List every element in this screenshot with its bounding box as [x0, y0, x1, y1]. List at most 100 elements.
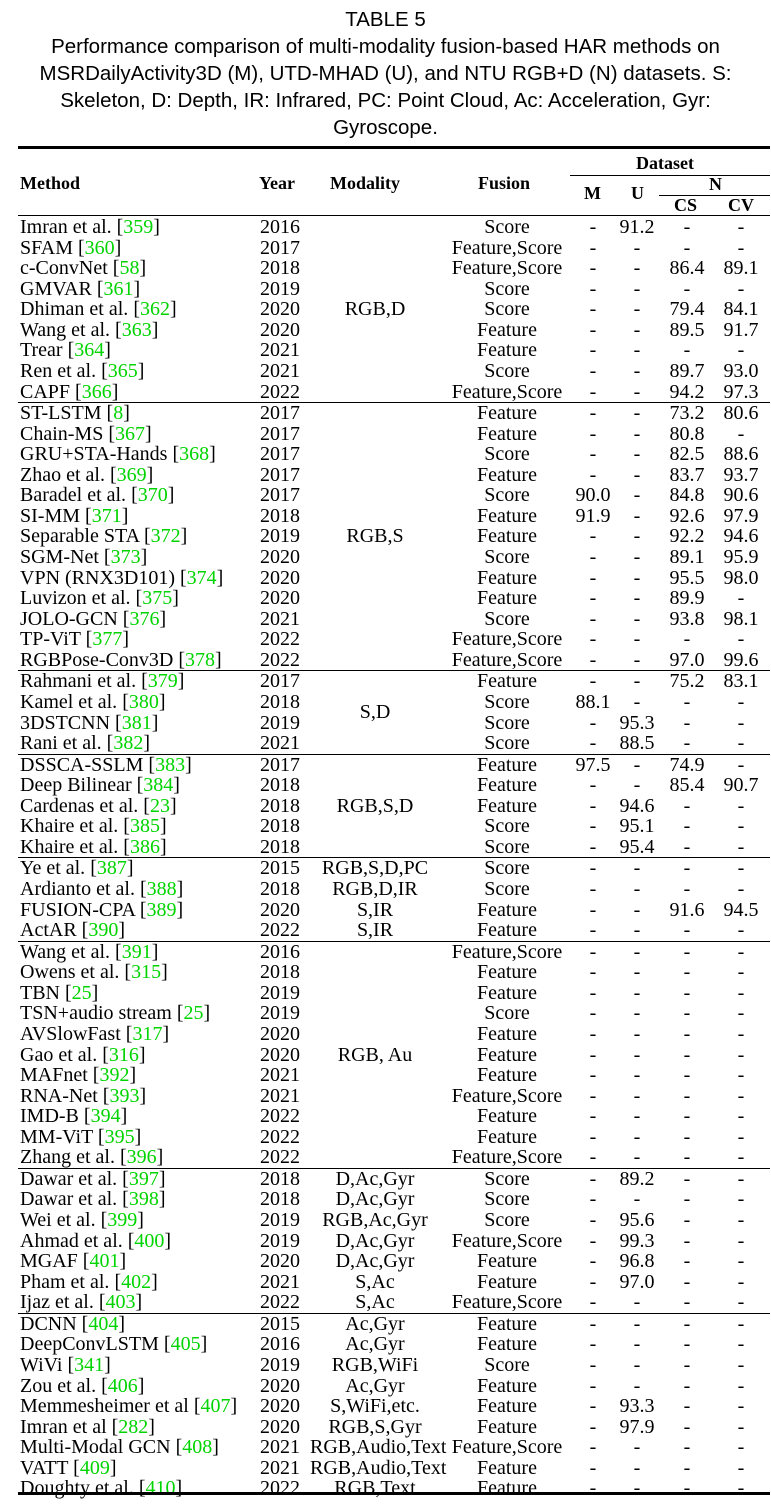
citation-link[interactable]: 402 [121, 1270, 152, 1293]
citation-link[interactable]: 401 [89, 1250, 120, 1273]
citation-link[interactable]: 282 [118, 1415, 149, 1438]
citation-link[interactable]: 367 [115, 422, 146, 445]
citation-link[interactable]: 389 [146, 898, 177, 921]
score-m-cell: - [589, 1022, 597, 1045]
citation-link[interactable]: 370 [137, 484, 168, 507]
score-cs-cell: 74.9 [662, 753, 712, 776]
score-m-cell: - [589, 1374, 597, 1397]
table-row: SI-MM [371] 2018 Feature 91.9- 92.6 97.9 [18, 506, 770, 527]
citation-link[interactable]: 363 [121, 318, 152, 341]
citation-link[interactable]: 376 [129, 607, 160, 630]
citation-link[interactable]: 58 [119, 257, 140, 280]
citation-link[interactable]: 407 [200, 1395, 231, 1418]
citation-link[interactable]: 409 [79, 1456, 110, 1479]
citation-link[interactable]: 374 [186, 566, 217, 589]
score-cv-cell: - [737, 1188, 745, 1211]
score-cv-cell: 97.3 [723, 380, 759, 403]
year-cell: 2021 [260, 732, 300, 755]
score-cv-cell: - [737, 919, 745, 942]
citation-link[interactable]: 386 [129, 835, 160, 858]
citation-link[interactable]: 360 [84, 236, 115, 259]
citation-link[interactable]: 408 [182, 1436, 213, 1459]
citation-link[interactable]: 373 [110, 546, 141, 568]
citation-link[interactable]: 378 [185, 648, 216, 671]
citation-link[interactable]: 385 [129, 815, 160, 838]
citation-link[interactable]: 364 [74, 339, 105, 362]
citation-link[interactable]: 397 [128, 1167, 159, 1190]
method-name: TSN+audio stream [20, 1002, 172, 1025]
citation-link[interactable]: 394 [90, 1105, 121, 1128]
citation-link[interactable]: 371 [91, 504, 122, 527]
citation-link[interactable]: 400 [134, 1229, 165, 1252]
score-m-cell: - [589, 339, 597, 362]
citation-link[interactable]: 377 [92, 628, 123, 651]
citation-link[interactable]: 372 [150, 525, 181, 548]
citation-link[interactable]: 382 [113, 732, 144, 755]
method-name: Rani et al. [20, 732, 102, 755]
table-row: c-ConvNet [58] 2018 Feature,Score - - 86.4 89.… [18, 258, 770, 279]
citation-link[interactable]: 361 [103, 277, 134, 300]
fusion-cell: Feature [477, 1022, 537, 1045]
citation-link[interactable]: 317 [132, 1022, 163, 1045]
method-cell: Zou et al. [406] [20, 1374, 145, 1397]
citation-link[interactable]: 405 [170, 1333, 201, 1356]
method-name: Ren et al. [20, 359, 97, 382]
citation-link[interactable]: 383 [155, 753, 186, 776]
score-cv-cell: - [737, 835, 745, 858]
score-cs-cell: 94.2 [669, 380, 705, 403]
citation-link[interactable]: 406 [107, 1374, 138, 1397]
citation-link[interactable]: 25 [71, 981, 92, 1004]
year-cell: 2017 [258, 753, 310, 776]
citation-link[interactable]: 390 [88, 919, 119, 942]
table-row: DSSCA-SSLM [383] 2017 RGB,S,D Feature 97.5-7… [18, 753, 770, 858]
citation-link[interactable]: 404 [88, 1312, 119, 1335]
citation-link[interactable]: 315 [131, 961, 162, 984]
table-row: IMD-B [394] 2022 Feature - - - - [18, 1106, 770, 1127]
citation-link[interactable]: 396 [126, 1146, 157, 1169]
citation-link[interactable]: 375 [142, 587, 173, 610]
citation-link[interactable]: 398 [128, 1188, 159, 1211]
fusion-cell: Feature [477, 566, 537, 589]
score-cv-cell: 98.0 [723, 566, 759, 589]
modality-cell: RGB,S,D,PC [310, 857, 440, 879]
score-cs-cell: 91.6 [669, 898, 705, 921]
citation-link[interactable]: 366 [81, 380, 112, 403]
citation-link[interactable]: 388 [146, 878, 177, 900]
citation-link[interactable]: 384 [143, 774, 174, 797]
citation-link[interactable]: 380 [128, 690, 159, 713]
modality-cell: S,IR [356, 919, 394, 942]
year-cell: 2021 [260, 1436, 300, 1459]
citation-link[interactable]: 387 [96, 857, 127, 880]
table-row: Baradel et al. [370] 2017 Score 90.0- 84.8 90… [18, 485, 770, 506]
citation-link[interactable]: 365 [107, 359, 138, 382]
citation-link[interactable]: 393 [109, 1084, 140, 1107]
score-cv-cell: 98.1 [723, 607, 759, 630]
method-name: Separable STA [20, 525, 139, 548]
table-row: Ijaz et al. [403] 2022 S,Ac Feature,Score - -… [18, 1292, 770, 1313]
citation-link[interactable]: 395 [104, 1125, 135, 1148]
citation-link[interactable]: 8 [113, 402, 124, 425]
score-u-cell: - [633, 359, 641, 382]
citation-link[interactable]: 369 [116, 463, 147, 486]
citation-link[interactable]: 316 [108, 1043, 139, 1066]
citation-link[interactable]: 410 [145, 1477, 176, 1500]
fusion-cell: Feature [477, 898, 537, 921]
fusion-cell: Feature [477, 774, 537, 797]
top-rule [18, 146, 770, 149]
citation-link[interactable]: 392 [99, 1064, 130, 1087]
citation-link[interactable]: 359 [123, 216, 154, 238]
citation-link[interactable]: 403 [105, 1291, 136, 1314]
score-cv-cell: - [737, 1064, 745, 1087]
citation-link[interactable]: 379 [147, 670, 178, 693]
citation-link[interactable]: 399 [107, 1209, 138, 1231]
citation-link[interactable]: 23 [149, 794, 170, 817]
method-cell: SI-MM [371] [20, 504, 129, 527]
citation-link[interactable]: 362 [139, 298, 170, 321]
citation-link[interactable]: 391 [121, 940, 152, 963]
modality-cell: Ac,Gyr [345, 1374, 405, 1397]
citation-link[interactable]: 381 [121, 711, 152, 734]
citation-link[interactable]: 25 [183, 1002, 204, 1025]
citation-link[interactable]: 368 [179, 443, 210, 466]
score-u-cell: - [633, 628, 641, 651]
citation-link[interactable]: 341 [74, 1353, 105, 1376]
